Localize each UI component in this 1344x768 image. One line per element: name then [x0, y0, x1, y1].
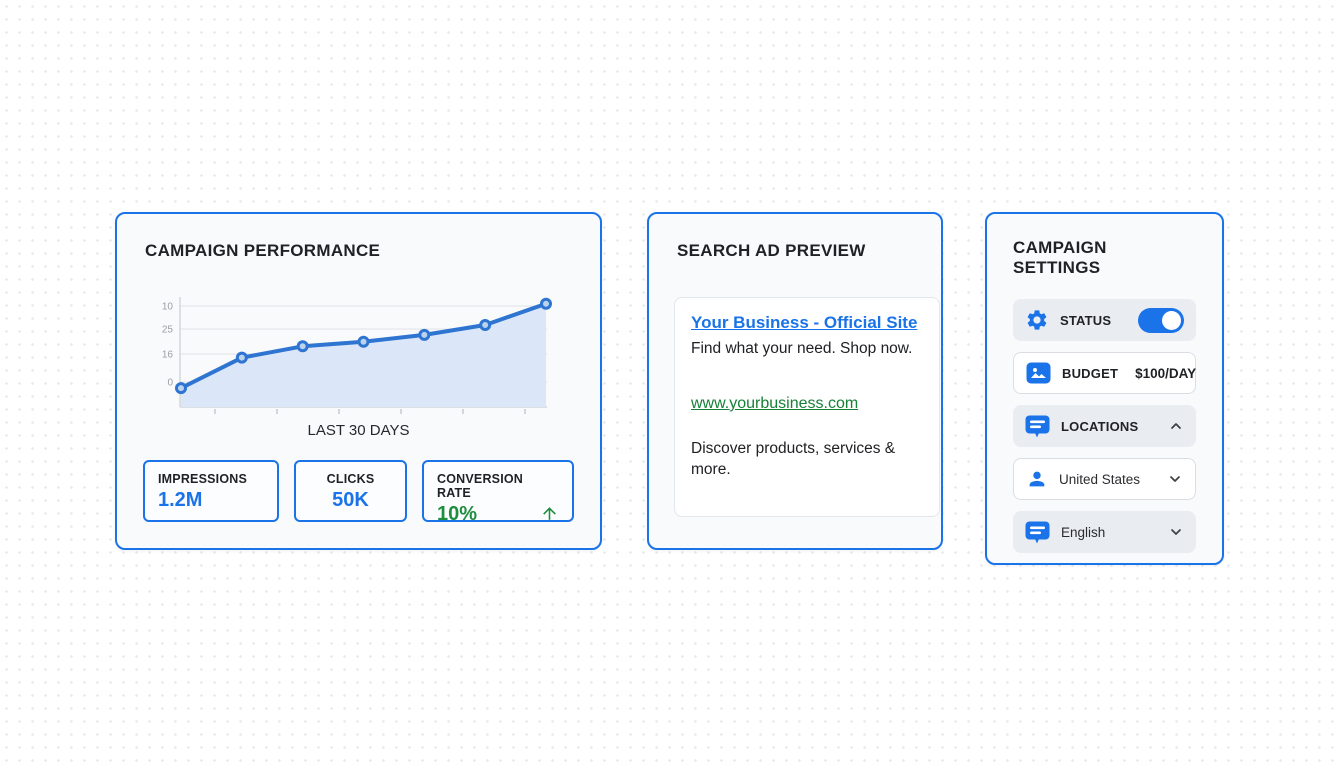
svg-text:10: 10: [162, 302, 174, 313]
status-label: STATUS: [1060, 312, 1112, 328]
impressions-value: 1.2M: [158, 489, 203, 511]
budget-row[interactable]: BUDGET $100/DAY: [1013, 352, 1196, 394]
clicks-stat-box: CLICKS 50K: [294, 460, 407, 522]
conversion-rate-label: CONVERSION RATE: [437, 472, 524, 500]
arrow-up-icon: [540, 504, 559, 523]
ad-description-2: Discover products, services & more.: [691, 440, 896, 478]
chart-x-axis-label: LAST 30 DAYS: [307, 422, 410, 439]
clicks-label: CLICKS: [326, 472, 375, 486]
chevron-down-icon: [1167, 471, 1183, 487]
svg-text:25: 25: [162, 325, 174, 336]
search-ad-preview-card: SEARCH AD PREVIEW Your Business - Offici…: [647, 212, 943, 550]
svg-text:16: 16: [162, 350, 174, 361]
conversion-rate-value: 10%: [437, 503, 478, 525]
language-select[interactable]: English: [1013, 511, 1196, 553]
ad-display-url-link[interactable]: www.yourbusiness.com: [691, 395, 859, 412]
budget-label: BUDGET: [1062, 365, 1119, 381]
chevron-up-icon: [1168, 418, 1184, 434]
locations-label: LOCATIONS: [1061, 418, 1139, 434]
chat-bubble-icon: [1025, 415, 1050, 438]
impressions-stat-box: IMPRESSIONS 1.2M: [143, 460, 279, 522]
budget-value: $100/DAY: [1135, 365, 1197, 381]
ad-headline-link[interactable]: Your Business - Official Site: [691, 313, 918, 332]
ad-preview-card-title: SEARCH AD PREVIEW: [677, 241, 866, 260]
svg-text:0: 0: [167, 378, 173, 389]
country-value: United States: [1059, 471, 1141, 487]
language-value: English: [1061, 524, 1106, 540]
stats-row: IMPRESSIONS 1.2M CLICKS 50K CONVERSION R…: [143, 460, 574, 525]
person-icon: [1026, 468, 1048, 490]
performance-card-title: CAMPAIGN PERFORMANCE: [145, 241, 381, 260]
locations-row[interactable]: LOCATIONS: [1013, 405, 1196, 447]
performance-line-chart: 10 25 16 0: [162, 297, 552, 414]
chevron-down-icon: [1168, 524, 1184, 540]
conversion-rate-stat-box: CONVERSION RATE 10%: [422, 460, 574, 525]
chat-bubble-icon: [1025, 521, 1050, 544]
status-toggle[interactable]: [1138, 307, 1184, 333]
status-row[interactable]: STATUS: [1013, 299, 1196, 341]
gear-icon: [1025, 308, 1049, 332]
campaign-performance-card: CAMPAIGN PERFORMANCE 10 25 16 0 LAST 30 DAY…: [115, 212, 602, 550]
impressions-label: IMPRESSIONS: [158, 472, 248, 486]
clicks-value: 50K: [332, 489, 369, 511]
country-select[interactable]: United States: [1013, 458, 1196, 500]
ad-preview-box: Your Business - Official Site Find what …: [674, 297, 940, 517]
campaign-settings-card: CAMPAIGN SETTINGS STATUS BUDGET $100/DAY: [985, 212, 1224, 565]
settings-card-title: CAMPAIGN SETTINGS: [1013, 238, 1107, 277]
ad-description-1: Find what your need. Shop now.: [691, 340, 913, 357]
budget-card-icon: [1026, 362, 1051, 384]
